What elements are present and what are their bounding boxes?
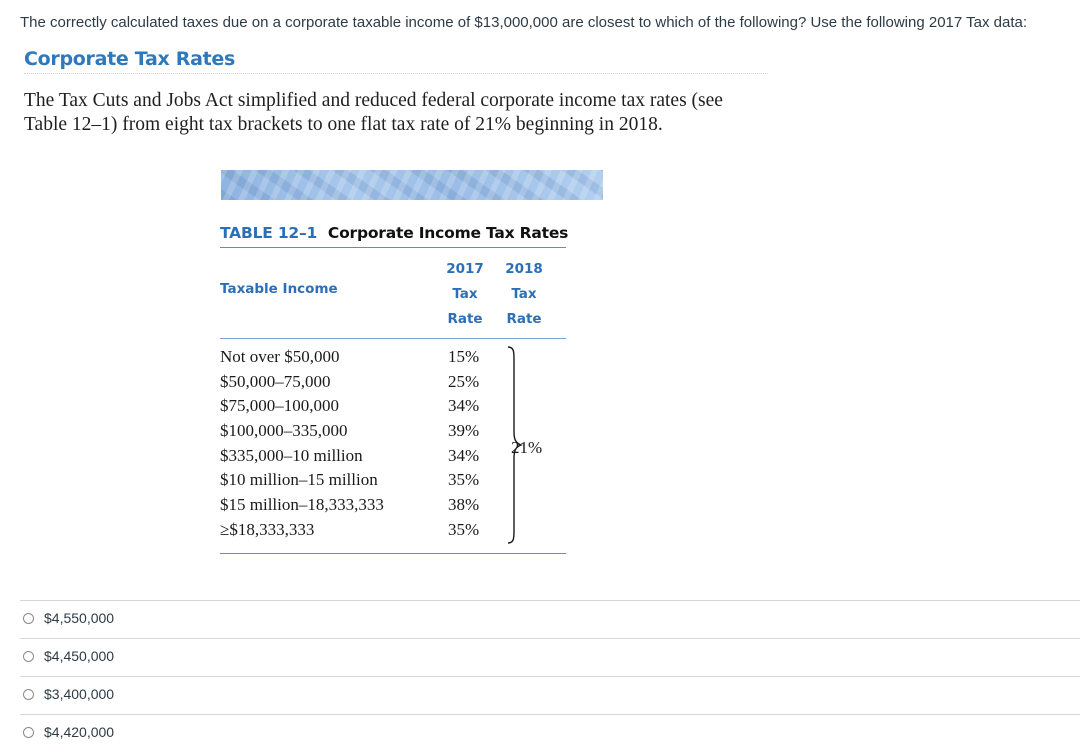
column-header-taxable-income: Taxable Income: [220, 281, 338, 297]
table-row: Not over $50,000 15%: [220, 345, 566, 370]
column-header-2017-line-1: 2017: [446, 261, 484, 277]
table-banner-image: [221, 170, 603, 200]
taxable-income-cell: $75,000–100,000: [220, 396, 339, 416]
table-title: TABLE 12–1 Corporate Income Tax Rates: [220, 224, 568, 242]
answer-label[interactable]: $4,420,000: [44, 724, 115, 740]
taxable-income-cell: $50,000–75,000: [220, 371, 331, 391]
radio-button[interactable]: [23, 613, 34, 624]
rate-2017-cell: 25%: [448, 371, 480, 391]
table-number: TABLE 12–1: [220, 224, 318, 242]
table-header-rule: [220, 338, 566, 339]
radio-button[interactable]: [23, 727, 34, 738]
column-header-2017-line-3: Rate: [447, 311, 483, 327]
table-bottom-rule: [220, 553, 566, 554]
table-row: ≥$18,333,333 35%: [220, 518, 566, 543]
table-row: $10 million–15 million 35%: [220, 468, 566, 493]
rate-2017-cell: 34%: [448, 396, 480, 416]
answer-option[interactable]: $4,550,000: [20, 600, 1080, 638]
rate-2017-cell: 39%: [448, 421, 480, 441]
table-row: $335,000–10 million 34%: [220, 444, 566, 469]
column-header-2017-line-2: Tax: [452, 286, 478, 302]
column-header-2018-line-2: Tax: [511, 286, 537, 302]
table-top-rule: [220, 247, 566, 248]
taxable-income-cell: $100,000–335,000: [220, 421, 348, 441]
answer-option[interactable]: $4,450,000: [20, 638, 1080, 676]
answer-option[interactable]: $3,400,000: [20, 676, 1080, 714]
figure-body-line-1: The Tax Cuts and Jobs Act simplified and…: [24, 90, 723, 111]
rate-2017-cell: 15%: [448, 347, 480, 366]
radio-button[interactable]: [23, 651, 34, 662]
table-row: $50,000–75,000 25%: [220, 370, 566, 395]
rate-2017-cell: 38%: [448, 495, 480, 515]
column-header-2018-line-3: Rate: [506, 311, 542, 327]
column-header-2018-tax-rate: 2018 Tax Rate: [501, 257, 547, 332]
column-header-2018-line-1: 2018: [505, 261, 543, 277]
figure-heading: Corporate Tax Rates: [24, 48, 768, 74]
answer-label[interactable]: $4,450,000: [44, 648, 115, 664]
table-name: Corporate Income Tax Rates: [327, 224, 569, 242]
table-row: $75,000–100,000 34%: [220, 394, 566, 419]
answer-label[interactable]: $3,400,000: [44, 686, 115, 702]
taxable-income-cell: $335,000–10 million: [220, 445, 363, 465]
column-header-2017-tax-rate: 2017 Tax Rate: [442, 257, 488, 332]
taxable-income-cell: ≥$18,333,333: [220, 519, 315, 539]
rate-2017-cell: 34%: [448, 445, 480, 465]
curly-brace-icon: [507, 346, 523, 544]
table-row: $15 million–18,333,333 38%: [220, 493, 566, 518]
taxable-income-cell: $10 million–15 million: [220, 470, 378, 490]
table-row: $100,000–335,000 39%: [220, 419, 566, 444]
table-rows: Not over $50,000 15% $50,000–75,000 25% …: [220, 345, 566, 543]
figure-body-text: The Tax Cuts and Jobs Act simplified and…: [24, 89, 784, 137]
question-figure: Corporate Tax Rates The Tax Cuts and Job…: [24, 48, 774, 573]
question-prompt: The correctly calculated taxes due on a …: [20, 14, 1027, 31]
rate-2017-cell: 35%: [448, 470, 480, 490]
taxable-income-cell: $15 million–18,333,333: [220, 495, 384, 515]
rate-2017-cell: 35%: [448, 519, 480, 539]
answer-choices: $4,550,000 $4,450,000 $3,400,000 $4,420,…: [0, 600, 1082, 752]
answer-option[interactable]: $4,420,000: [20, 714, 1080, 752]
answer-label[interactable]: $4,550,000: [44, 610, 115, 626]
rate-2018-flat-cell: 21%: [511, 438, 543, 457]
radio-button[interactable]: [23, 689, 34, 700]
taxable-income-cell: Not over $50,000: [220, 347, 340, 366]
figure-body-line-2: Table 12–1) from eight tax brackets to o…: [24, 114, 663, 135]
